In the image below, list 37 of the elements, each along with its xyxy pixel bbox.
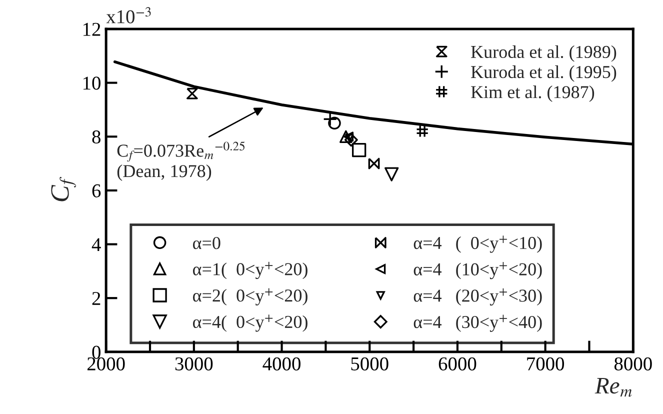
legend-label: α=2( 0<y$^{+}$<20) [193,288,308,306]
y-tick-label: 10 [83,76,100,90]
point [328,116,341,130]
point [340,130,352,144]
legend-label: Kim et al. (1987) [471,86,594,102]
legend-label: α=4 ( 0<y$^{+}$<10) [414,236,542,253]
y-tick-label: 6 [92,184,101,198]
legend-label: α=4 (10<y$^{+}$<20) [414,262,542,280]
x-tick-label: 3000 [175,357,213,370]
x-tick-label: 5000 [351,357,388,370]
x-tick-label: 8000 [614,357,652,370]
point [416,124,429,138]
legend-label: Kuroda et al. (1995) [471,65,616,82]
legend-label: α=1( 0<y$^{+}$<20) [193,262,308,280]
point [352,142,366,158]
legend-label: α=4( 0<y$^{+}$<20) [193,314,308,332]
x-tick-label: 4000 [262,357,300,370]
y-axis-title: C$_{f}$ [51,176,76,202]
y-tick-label: 4 [92,238,101,252]
x-tick-label: 6000 [438,357,476,370]
x-tick-label: 7000 [527,357,564,370]
x-tick-label: 2000 [87,357,125,370]
y-tick-label: 2 [92,292,100,305]
legend-label: α=4 (30<y$^{+}$<40) [414,314,542,332]
annotation: C$_{f}$=0.073Re$_{m}$$^{−0.25}$ [117,142,245,162]
y-tick-label: 8 [92,130,100,144]
y-tick-label: 12 [83,22,100,36]
annotation: (Dean, 1978) [117,164,212,181]
legend-label: α=4 (20<y$^{+}$<30) [414,288,542,306]
x-axis-title: Re$_{m}$ [594,378,632,397]
point [368,158,380,170]
legend-label: Kuroda et al. (1989) [471,45,616,62]
legend-label: α=0 [193,236,220,250]
point [186,88,198,100]
y-tick-label: 0 [92,346,100,359]
text: x10$^{−3}$ [106,7,151,24]
point [384,167,399,182]
